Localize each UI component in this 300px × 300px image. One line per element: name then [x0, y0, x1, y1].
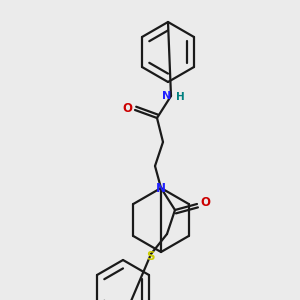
Text: O: O	[122, 101, 132, 115]
Text: S: S	[146, 250, 154, 262]
Text: H: H	[176, 92, 184, 102]
Text: O: O	[200, 196, 210, 208]
Text: N: N	[156, 182, 166, 194]
Text: N: N	[162, 91, 172, 101]
